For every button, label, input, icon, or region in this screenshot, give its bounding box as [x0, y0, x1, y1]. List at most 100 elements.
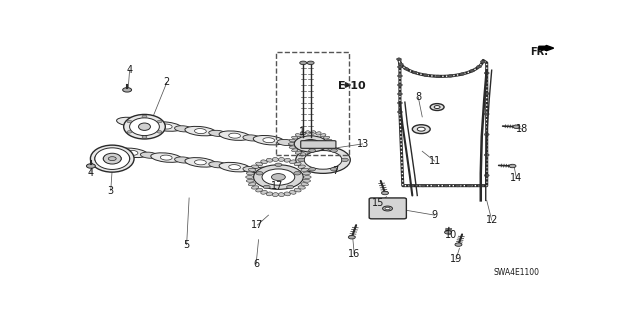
- Ellipse shape: [243, 167, 260, 173]
- Circle shape: [434, 106, 440, 108]
- Circle shape: [484, 72, 489, 74]
- Circle shape: [455, 243, 462, 246]
- Ellipse shape: [185, 158, 216, 167]
- Text: 8: 8: [415, 92, 421, 102]
- Text: 19: 19: [450, 254, 462, 264]
- Circle shape: [157, 131, 162, 133]
- Circle shape: [430, 104, 444, 110]
- Ellipse shape: [323, 149, 330, 152]
- Circle shape: [308, 167, 316, 171]
- Ellipse shape: [289, 139, 296, 142]
- Circle shape: [467, 184, 472, 187]
- Ellipse shape: [124, 115, 165, 139]
- Ellipse shape: [301, 183, 308, 186]
- FancyArrow shape: [539, 45, 554, 51]
- Circle shape: [262, 169, 295, 185]
- Circle shape: [398, 63, 403, 65]
- Circle shape: [423, 74, 428, 76]
- Circle shape: [95, 150, 130, 167]
- Circle shape: [397, 75, 403, 77]
- Circle shape: [294, 136, 327, 152]
- Ellipse shape: [278, 193, 284, 197]
- Ellipse shape: [116, 148, 148, 158]
- Text: 11: 11: [429, 156, 441, 166]
- Text: 16: 16: [348, 249, 360, 259]
- Ellipse shape: [273, 158, 278, 161]
- Ellipse shape: [316, 153, 321, 156]
- Ellipse shape: [219, 131, 250, 140]
- Ellipse shape: [161, 124, 172, 129]
- Ellipse shape: [273, 193, 278, 197]
- Ellipse shape: [161, 155, 172, 160]
- Text: 13: 13: [356, 139, 369, 149]
- Text: E-10: E-10: [338, 81, 365, 91]
- Circle shape: [409, 184, 414, 187]
- Circle shape: [123, 88, 132, 92]
- Ellipse shape: [289, 146, 296, 148]
- Text: 15: 15: [372, 198, 385, 208]
- Circle shape: [448, 75, 453, 77]
- Ellipse shape: [195, 160, 206, 165]
- Ellipse shape: [253, 136, 284, 145]
- Circle shape: [477, 65, 481, 68]
- Text: 17: 17: [271, 181, 284, 191]
- Ellipse shape: [263, 169, 275, 174]
- Ellipse shape: [303, 179, 310, 182]
- Circle shape: [108, 157, 116, 160]
- Ellipse shape: [151, 122, 182, 131]
- Circle shape: [330, 167, 337, 171]
- Ellipse shape: [95, 148, 130, 169]
- Circle shape: [513, 125, 520, 129]
- Circle shape: [445, 231, 451, 234]
- Ellipse shape: [130, 118, 159, 136]
- Circle shape: [479, 184, 483, 187]
- Circle shape: [301, 139, 319, 148]
- Ellipse shape: [260, 160, 268, 164]
- Ellipse shape: [266, 192, 273, 196]
- Circle shape: [308, 149, 316, 152]
- Circle shape: [296, 146, 350, 174]
- Circle shape: [103, 154, 121, 163]
- Ellipse shape: [266, 158, 273, 162]
- Ellipse shape: [289, 160, 296, 164]
- Ellipse shape: [284, 158, 291, 162]
- Text: 6: 6: [253, 259, 259, 269]
- Circle shape: [385, 207, 390, 210]
- Ellipse shape: [300, 132, 305, 135]
- Ellipse shape: [320, 151, 326, 154]
- Circle shape: [127, 120, 132, 123]
- Circle shape: [86, 164, 95, 168]
- Circle shape: [509, 164, 516, 168]
- Ellipse shape: [316, 132, 321, 135]
- FancyBboxPatch shape: [369, 198, 406, 219]
- Ellipse shape: [228, 133, 241, 138]
- Ellipse shape: [175, 157, 192, 163]
- Circle shape: [253, 165, 303, 189]
- Circle shape: [304, 151, 342, 169]
- Ellipse shape: [90, 145, 134, 172]
- Text: 17: 17: [252, 220, 264, 230]
- Ellipse shape: [185, 126, 216, 136]
- Ellipse shape: [246, 172, 254, 175]
- Circle shape: [412, 125, 430, 134]
- Ellipse shape: [252, 186, 259, 189]
- Text: 9: 9: [431, 210, 438, 220]
- Text: 2: 2: [164, 78, 170, 87]
- Circle shape: [307, 61, 314, 64]
- Circle shape: [435, 75, 440, 78]
- Ellipse shape: [303, 175, 311, 179]
- Circle shape: [460, 73, 465, 75]
- Circle shape: [294, 172, 301, 175]
- Circle shape: [484, 133, 489, 136]
- Circle shape: [397, 111, 403, 113]
- Circle shape: [348, 235, 355, 239]
- Ellipse shape: [298, 186, 305, 189]
- Ellipse shape: [219, 162, 250, 172]
- Text: 7: 7: [332, 166, 339, 176]
- Text: 4: 4: [88, 168, 94, 178]
- Ellipse shape: [195, 129, 206, 134]
- Ellipse shape: [260, 190, 268, 194]
- Ellipse shape: [300, 153, 305, 156]
- Ellipse shape: [175, 126, 192, 132]
- Circle shape: [271, 174, 285, 181]
